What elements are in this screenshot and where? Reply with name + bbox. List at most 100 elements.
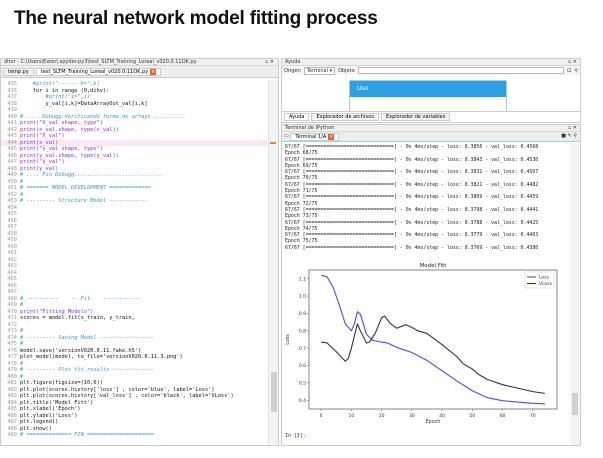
code-line[interactable]: 438 y_val[i,k]=DataArrayOut_val[i,k] <box>1 101 267 108</box>
code-line[interactable]: 449 # .... Fin Debugg....................… <box>1 172 267 179</box>
code-line[interactable]: 482 plt.plot(scores.history['loss'] , col… <box>1 387 267 394</box>
code-text: print("Fitting Modelo") <box>20 308 94 315</box>
code-line[interactable]: 454 <box>1 205 267 212</box>
line-number: 441 <box>7 120 17 126</box>
editor-scrollbar[interactable] <box>268 80 278 444</box>
code-line[interactable]: 437 #print("i=",i) <box>1 94 267 101</box>
code-line[interactable]: 450 # <box>1 179 267 186</box>
code-line[interactable]: 460 <box>1 244 267 251</box>
line-number: 473 <box>7 328 17 334</box>
code-line[interactable]: 467 <box>1 289 267 296</box>
slide-title: The neural network model fitting process <box>14 8 378 29</box>
line-number: 463 <box>7 263 17 269</box>
code-line[interactable]: 436 for i in range (0,dihv): <box>1 88 267 95</box>
undock-icon[interactable]: ▫ ✕ <box>264 59 274 65</box>
line-number: 481 <box>7 380 17 386</box>
code-line[interactable]: 489 # ============== FIN ================… <box>1 432 267 439</box>
code-line[interactable]: 456 <box>1 218 267 225</box>
close-pane-icon[interactable]: ▫ ✕ <box>567 59 577 65</box>
object-input[interactable] <box>357 67 565 74</box>
origin-label: Origen <box>284 67 301 74</box>
code-line[interactable]: 487 plt.legend() <box>1 419 267 426</box>
code-line[interactable]: 441 print("X_val shape, type") <box>1 120 267 127</box>
x-tick-label: 30 <box>409 413 415 419</box>
console-prompt[interactable]: In [3]: <box>285 433 306 439</box>
origin-select[interactable]: Terminal ▾ <box>303 66 336 75</box>
lock-icon[interactable]: ⊡ <box>567 67 572 74</box>
code-line[interactable]: 470 print("Fitting Modelo") <box>1 309 267 316</box>
console-output[interactable]: 67/67 [==============================] -… <box>285 144 570 251</box>
code-line[interactable]: 469 # <box>1 302 267 309</box>
code-line[interactable]: 452 # <box>1 192 267 199</box>
tab-file-explorer[interactable]: Explorador de archivos <box>311 113 379 121</box>
code-line[interactable]: 451 # ======= MODEL DEVELOPMENT =========… <box>1 185 267 192</box>
code-line[interactable]: 440 # .... Debugg:Verificando forma de ar… <box>1 114 267 121</box>
code-line[interactable]: 462 <box>1 257 267 264</box>
code-line[interactable]: 481 plt.figure(figsize=(10,6)) <box>1 380 267 387</box>
console-line: Epoch 72/75 <box>285 200 318 207</box>
code-line[interactable]: 435 #print("------ k=",k) <box>1 81 267 88</box>
tab-test-sltm[interactable]: test_SLTM_Training_Loreal_v020.0.11OK.py… <box>35 68 162 76</box>
scroll-thumb[interactable] <box>271 372 277 412</box>
code-line[interactable]: 477 plot_model(model, to_file='versionV02… <box>1 354 267 361</box>
code-line[interactable]: 471 scores = model.fit(x_train, y_train, <box>1 315 267 322</box>
tab-temp[interactable]: temp.py <box>3 68 34 76</box>
code-text: plt.title('Model Fitt') <box>20 399 94 406</box>
code-line[interactable]: 447 print("y_val") <box>1 159 267 166</box>
code-line[interactable]: 439 <box>1 107 267 114</box>
console-options-icon[interactable]: ■ ✎ ⚲ <box>561 133 577 139</box>
code-line[interactable]: 485 plt.xlabel('Epoch') <box>1 406 267 413</box>
legend-label: Loss <box>539 275 550 281</box>
code-line[interactable]: 466 <box>1 283 267 290</box>
code-line[interactable]: 464 <box>1 270 267 277</box>
code-line[interactable]: 486 plt.ylabel('Loss') <box>1 413 267 420</box>
close-pane-icon[interactable]: ▫ ✕ <box>567 125 577 131</box>
tab-variable-explorer[interactable]: Explorador de variables <box>380 113 451 121</box>
tab-terminal[interactable]: Terminal 1/A × <box>290 133 340 141</box>
code-line[interactable]: 472 <box>1 322 267 329</box>
tab-ayuda[interactable]: Ayuda <box>284 113 310 121</box>
code-line[interactable]: 480 # <box>1 374 267 381</box>
code-editor[interactable]: 435 #print("------ k=",k) 436 for i in ra… <box>1 80 267 440</box>
code-line[interactable]: 483 plt.plot(scores.history['val_loss'] ,… <box>1 393 267 400</box>
code-line[interactable]: 459 <box>1 237 267 244</box>
code-text: print(y_val.shape, type(y_val)) <box>20 152 119 159</box>
code-text: scores = model.fit(x_train, y_train, <box>20 315 135 321</box>
code-line[interactable]: 442 print(x_val.shape, type(x_val)) <box>1 127 267 134</box>
code-line[interactable]: 457 <box>1 224 267 231</box>
close-tab-icon[interactable]: × <box>150 69 157 75</box>
line-number: 484 <box>7 399 17 406</box>
code-line[interactable]: 444 print(x_val) <box>1 139 267 146</box>
code-text: plt.legend() <box>20 419 59 425</box>
code-line[interactable]: 474 # --------- Saving Model ------------… <box>1 335 267 342</box>
code-line[interactable]: 455 <box>1 211 267 218</box>
y-tick-label: 0.6 <box>299 363 306 369</box>
code-line[interactable]: 445 print("y_val shape, type") <box>1 146 267 153</box>
code-line[interactable]: 458 <box>1 231 267 238</box>
code-line[interactable]: 461 <box>1 250 267 257</box>
line-number: 475 <box>7 341 17 347</box>
code-line[interactable]: 479 # --------- Plot fit results --------… <box>1 367 267 374</box>
code-line[interactable]: 446 print(y_val.shape, type(y_val)) <box>1 153 267 160</box>
console-scrollbar[interactable] <box>570 143 580 445</box>
line-number: 455 <box>7 211 17 217</box>
code-line[interactable]: 478 # <box>1 361 267 368</box>
folder-icon[interactable]: ▭ <box>284 133 289 139</box>
code-line[interactable]: 476 model.save('versionV020.0.11.fake.h5'… <box>1 348 267 355</box>
code-line[interactable]: 448 print(y_val) <box>1 166 267 173</box>
code-line[interactable]: 473 # <box>1 328 267 335</box>
line-number: 485 <box>7 406 17 412</box>
line-number: 476 <box>7 347 17 354</box>
code-line[interactable]: 468 # ---------- -- Fit ------------ <box>1 296 267 303</box>
code-line[interactable]: 453 # --------- Structure Model ---------… <box>1 198 267 205</box>
scroll-thumb[interactable] <box>572 393 578 415</box>
code-line[interactable]: 465 <box>1 276 267 283</box>
search-icon[interactable]: ⚲ <box>574 67 578 74</box>
code-line[interactable]: 443 print("X_val") <box>1 133 267 140</box>
code-line[interactable]: 463 <box>1 263 267 270</box>
close-tab-icon[interactable]: × <box>328 134 335 140</box>
console-line: 67/67 [==============================] -… <box>285 144 539 150</box>
code-line[interactable]: 475 # <box>1 341 267 348</box>
code-line[interactable]: 488 plt.show() <box>1 426 267 433</box>
code-line[interactable]: 484 plt.title('Model Fitt') <box>1 400 267 407</box>
